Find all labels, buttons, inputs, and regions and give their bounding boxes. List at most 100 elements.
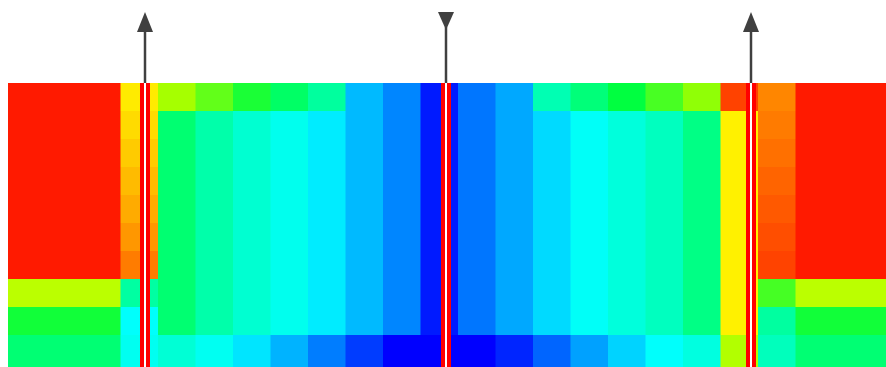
heatmap-cell — [608, 111, 646, 140]
heatmap-cell — [420, 279, 459, 308]
heatmap-cell — [383, 335, 421, 364]
heatmap-cell — [495, 223, 534, 252]
heatmap-cell — [758, 195, 796, 224]
heatmap-cell — [8, 279, 46, 308]
heatmap-cell — [570, 223, 609, 252]
heatmap-cell — [870, 195, 886, 224]
heatmap-cells — [8, 83, 886, 367]
heatmap-cell — [270, 279, 309, 308]
heatmap-cell — [308, 251, 346, 280]
right-well-pipe-core — [750, 83, 752, 367]
heatmap-cell — [683, 363, 721, 367]
heatmap-cell — [345, 279, 384, 308]
heatmap-cell — [683, 279, 721, 308]
heatmap-cell — [83, 335, 121, 364]
heatmap-cell — [383, 195, 421, 224]
heatmap-cell — [608, 195, 646, 224]
left-well — [137, 12, 153, 367]
heatmap-cell — [233, 83, 271, 112]
heatmap-cell — [758, 167, 796, 196]
heatmap-cell — [458, 363, 496, 367]
heatmap-cell — [120, 279, 159, 308]
heatmap-cell — [608, 83, 646, 112]
heatmap-cell — [570, 111, 609, 140]
heatmap-cell — [645, 335, 684, 364]
heatmap-cell — [83, 83, 121, 112]
heatmap-cell — [120, 83, 159, 112]
heatmap-cell — [233, 111, 271, 140]
heatmap-cell — [8, 223, 46, 252]
heatmap-cell — [345, 307, 384, 336]
heatmap-cell — [270, 335, 309, 364]
heatmap-cell — [158, 139, 196, 168]
heatmap-cell — [195, 335, 234, 364]
heatmap-cell — [458, 139, 496, 168]
heatmap-cell — [758, 307, 796, 336]
heatmap-cell — [833, 167, 871, 196]
heatmap-cell — [45, 251, 84, 280]
heatmap-cell — [270, 363, 309, 367]
heatmap-cell — [195, 223, 234, 252]
heatmap-cell — [870, 335, 886, 364]
heatmap-cell — [383, 279, 421, 308]
heatmap-cell — [495, 307, 534, 336]
heatmap-cell — [795, 307, 834, 336]
heatmap-cell — [758, 83, 796, 112]
heatmap-cell — [795, 139, 834, 168]
heatmap-cell — [420, 111, 459, 140]
heatmap-cell — [683, 251, 721, 280]
heatmap-cell — [683, 139, 721, 168]
heatmap-cell — [533, 363, 571, 367]
heatmap-cell — [158, 307, 196, 336]
heatmap-cell — [195, 167, 234, 196]
heatmap-cell — [195, 363, 234, 367]
heatmap-cell — [458, 279, 496, 308]
heatmap-cell — [8, 83, 46, 112]
heatmap-cell — [758, 279, 796, 308]
heatmap-cell — [83, 251, 121, 280]
heatmap-cell — [308, 111, 346, 140]
heatmap-cell — [158, 111, 196, 140]
heatmap-cell — [533, 251, 571, 280]
heatmap-cell — [158, 251, 196, 280]
heatmap-cell — [870, 167, 886, 196]
heatmap-cell — [833, 195, 871, 224]
heatmap-cell — [645, 363, 684, 367]
heatmap-cell — [683, 83, 721, 112]
heatmap-cell — [345, 83, 384, 112]
heatmap-cell — [683, 195, 721, 224]
heatmap-cell — [608, 335, 646, 364]
heatmap-cell — [758, 139, 796, 168]
heatmap-cell — [795, 335, 834, 364]
heatmap-cell — [608, 307, 646, 336]
heatmap-cell — [45, 195, 84, 224]
heatmap-cell — [83, 111, 121, 140]
heatmap-cell — [8, 363, 46, 367]
heatmap-cell — [495, 363, 534, 367]
heatmap-cell — [420, 335, 459, 364]
heatmap-cell — [308, 307, 346, 336]
heatmap-cell — [795, 279, 834, 308]
heatmap-cell — [8, 335, 46, 364]
heatmap-cell — [683, 111, 721, 140]
heatmap-cell — [8, 307, 46, 336]
heatmap-cell — [345, 363, 384, 367]
heatmap-cell — [458, 251, 496, 280]
heatmap-cell — [458, 223, 496, 252]
heatmap-cell — [533, 279, 571, 308]
heatmap-cell — [495, 251, 534, 280]
heatmap-cell — [458, 195, 496, 224]
heatmap-cell — [533, 307, 571, 336]
heatmap-cell — [420, 195, 459, 224]
heatmap-cell — [833, 223, 871, 252]
heatmap-cell — [645, 223, 684, 252]
arrow-up-icon — [137, 12, 153, 32]
heatmap-cell — [608, 251, 646, 280]
heatmap-cell — [420, 139, 459, 168]
heatmap-cell — [233, 167, 271, 196]
heatmap-cell — [83, 195, 121, 224]
heatmap-cell — [833, 111, 871, 140]
heatmap-cell — [345, 111, 384, 140]
heatmap-cell — [758, 223, 796, 252]
